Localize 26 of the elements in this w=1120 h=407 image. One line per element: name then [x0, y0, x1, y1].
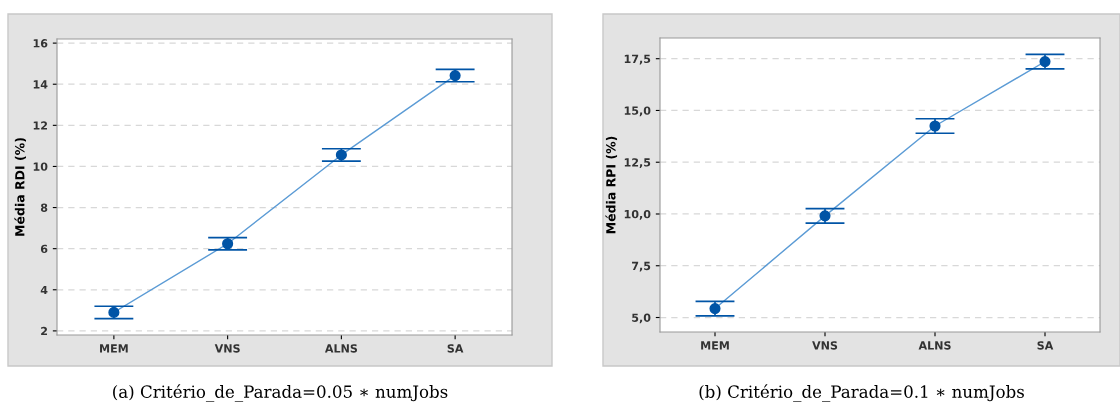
x-tick-label: MEM [100, 344, 128, 353]
y-tick-label: 8 [40, 203, 48, 212]
x-tick-label: ALNS [324, 344, 358, 353]
text: (a) Critério_de_Parada=0.05 ∗ numJobs [113, 384, 448, 402]
y-tick-label: 5,0 [632, 313, 651, 324]
y-tick-label: 10,0 [624, 209, 651, 220]
y-tick-label: 16 [33, 39, 48, 48]
y-tick-label: 2 [41, 326, 48, 336]
y-tick-label: 7,5 [632, 261, 651, 272]
y-axis-title: Média RPI (%) [605, 136, 618, 234]
text: (b) Critério_de_Parada=0.1 ∗ numJobs [699, 384, 1024, 402]
y-tick-label: 14 [33, 80, 48, 89]
x-tick-label: VNS [214, 344, 240, 353]
y-tick-label: 15,0 [624, 106, 651, 117]
x-tick-label: MEM [701, 341, 729, 350]
y-tick-label: 12 [33, 121, 48, 130]
x-tick-label: ALNS [918, 341, 951, 350]
y-tick-label: 12,5 [624, 158, 651, 169]
y-tick-label: 6 [40, 244, 48, 254]
x-tick-label: VNS [812, 341, 838, 350]
x-tick-label: SA [447, 344, 464, 353]
y-tick-label: 17,5 [624, 54, 651, 65]
y-axis-title: Média RDI (%) [14, 138, 26, 236]
y-tick-label: 4 [40, 285, 48, 294]
y-tick-label: 10 [33, 162, 48, 171]
x-tick-label: SA [1037, 341, 1054, 350]
